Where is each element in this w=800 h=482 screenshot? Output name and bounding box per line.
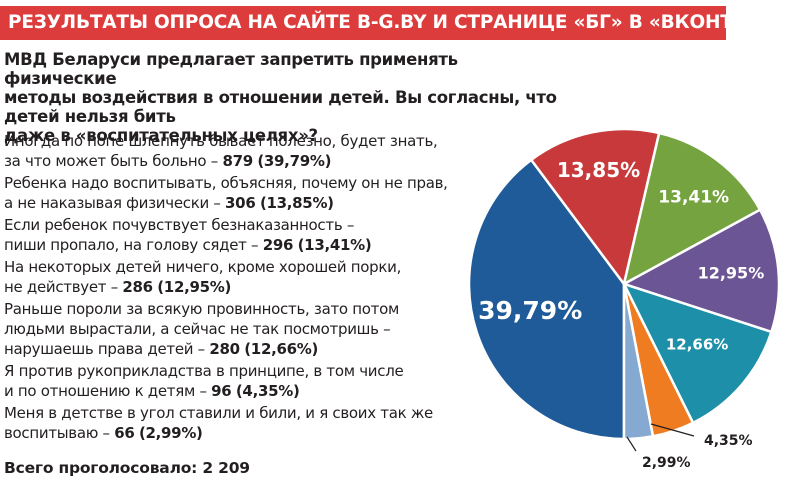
answer-item: Я против рукоприкладства в принципе, в т…: [4, 361, 474, 401]
header-bar: РЕЗУЛЬТАТЫ ОПРОСА НА САЙТЕ B-G.BY И СТРА…: [0, 6, 799, 40]
answer-count: 66: [114, 424, 135, 442]
slice-label: 2,99%: [642, 455, 691, 471]
answer-last-line: и по отношению к детям – 96 (4,35%): [4, 381, 474, 401]
slice-label: 13,41%: [658, 188, 729, 208]
answer-percent: (39,79%): [257, 152, 332, 170]
answer-item: На некоторых детей ничего, кроме хорошей…: [4, 257, 474, 297]
answer-line: за что может быть больно –: [4, 152, 223, 170]
question-line: методы воздействия в отношении детей. Вы…: [4, 88, 557, 126]
answer-percent: (13,85%): [259, 194, 334, 212]
answer-count: 306: [225, 194, 256, 212]
pie-slice: [467, 158, 626, 441]
question-line: МВД Беларуси предлагает запретить примен…: [4, 50, 458, 88]
answer-count: 286: [122, 278, 153, 296]
question-line: даже в «воспитательных целях»?: [4, 126, 318, 145]
pie-slice: [622, 131, 762, 286]
pie-slice: [622, 282, 773, 425]
answer-last-line: за что может быть больно – 879 (39,79%): [4, 151, 474, 171]
answer-count: 879: [222, 152, 253, 170]
answer-last-line: не действует – 286 (12,95%): [4, 277, 474, 297]
pie-slice: [622, 282, 655, 441]
answer-list: Иногда по попе шлепнуть бывает полезно, …: [4, 131, 474, 445]
answer-item: Если ребенок почувствует безнаказанность…: [4, 215, 474, 255]
answer-line: не действует –: [4, 278, 123, 296]
leader-line: [626, 436, 637, 452]
answer-line: Раньше пороли за всякую провинность, зат…: [4, 300, 399, 318]
slice-label: 39,79%: [478, 296, 582, 325]
answer-line: Меня в детстве в угол ставили и били, и …: [4, 404, 433, 422]
answer-item: Раньше пороли за всякую провинность, зат…: [4, 299, 474, 359]
slice-label: 13,85%: [557, 158, 640, 182]
answer-item: Иногда по попе шлепнуть бывает полезно, …: [4, 131, 474, 171]
answer-line: пиши пропало, на голову сядет –: [4, 236, 263, 254]
answer-line: воспитываю –: [4, 424, 115, 442]
answer-line: Я против рукоприкладства в принципе, в т…: [4, 362, 404, 380]
answer-last-line: пиши пропало, на голову сядет – 296 (13,…: [4, 235, 474, 255]
answer-line: Если ребенок почувствует безнаказанность…: [4, 216, 355, 234]
slice-label: 12,66%: [666, 335, 728, 353]
answer-percent: (2,99%): [138, 424, 203, 442]
answer-line: нарушаешь права детей –: [4, 340, 210, 358]
slice-label: 4,35%: [704, 433, 753, 449]
page-title: РЕЗУЛЬТАТЫ ОПРОСА НА САЙТЕ B-G.BY И СТРА…: [8, 12, 799, 33]
pie-slice: [530, 127, 661, 286]
answer-count: 280: [209, 340, 240, 358]
answer-line: а не наказывая физически –: [4, 194, 226, 212]
answer-count: 296: [262, 236, 294, 254]
poll-question: МВД Беларуси предлагает запретить примен…: [4, 50, 564, 145]
answer-last-line: воспитываю – 66 (2,99%): [4, 423, 474, 443]
slice-label: 12,95%: [698, 264, 765, 283]
answer-percent: (13,41%): [297, 236, 372, 254]
answer-line: На некоторых детей ничего, кроме хорошей…: [4, 258, 402, 276]
answer-percent: (4,35%): [235, 382, 300, 400]
answer-line: людьми вырастали, а сейчас не так посмот…: [4, 320, 391, 338]
answer-line: Иногда по попе шлепнуть бывает полезно, …: [4, 132, 438, 150]
answer-item: Ребенка надо воспитывать, объясняя, поче…: [4, 173, 474, 213]
answer-last-line: нарушаешь права детей – 280 (12,66%): [4, 339, 474, 359]
answer-line: Ребенка надо воспитывать, объясняя, поче…: [4, 174, 448, 192]
answer-line: и по отношению к детям –: [4, 382, 212, 400]
leader-line: [650, 423, 695, 437]
answer-count: 96: [211, 382, 232, 400]
answer-percent: (12,95%): [157, 278, 232, 296]
pie-slice: [622, 208, 781, 334]
answer-percent: (12,66%): [244, 340, 319, 358]
answer-item: Меня в детстве в угол ставили и били, и …: [4, 403, 474, 443]
total-votes: Всего проголосовало: 2 209: [4, 459, 250, 477]
answer-last-line: а не наказывая физически – 306 (13,85%): [4, 193, 474, 213]
